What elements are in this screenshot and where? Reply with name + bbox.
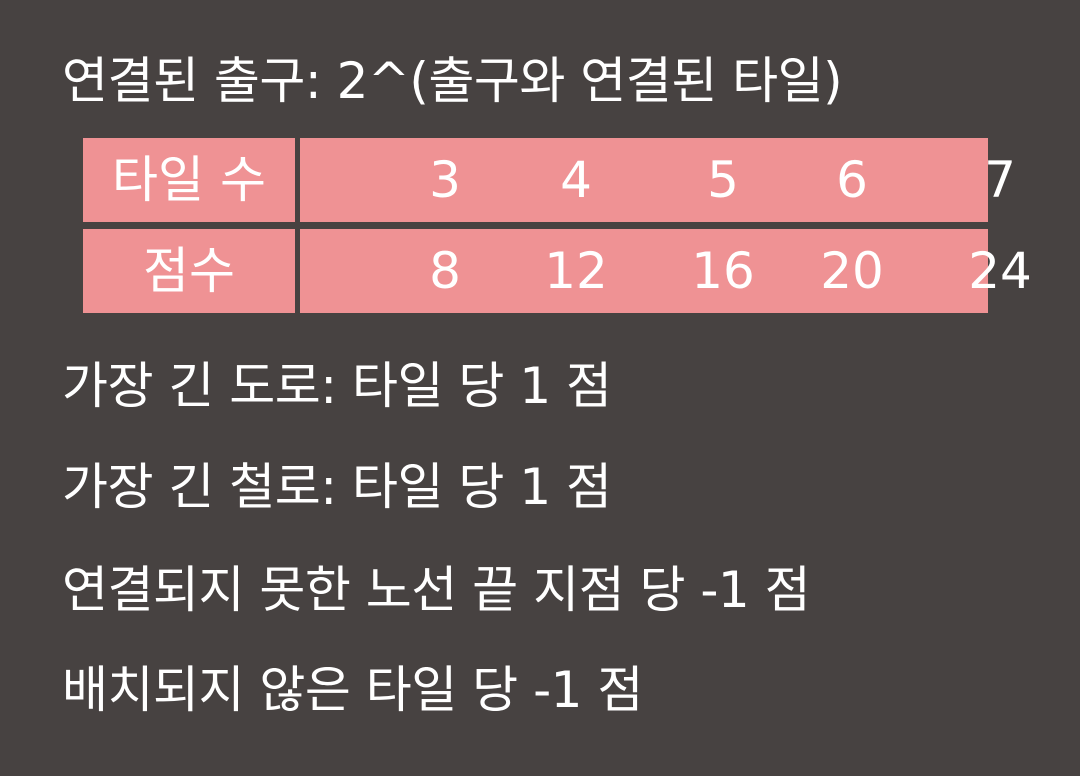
points-cell: 12 (544, 242, 608, 300)
points-label: 점수 (83, 229, 295, 313)
points-cell: 24 (968, 242, 1032, 300)
tile-count-cell: 3 (429, 151, 461, 209)
tile-count-cell: 6 (836, 151, 868, 209)
points-values: 8 12 16 20 24 (300, 229, 1032, 313)
points-cell: 20 (820, 242, 884, 300)
table-row-tile-count: 타일 수 3 4 5 6 7 (83, 138, 1016, 222)
tile-count-cell: 5 (707, 151, 739, 209)
points-cell: 8 (429, 242, 461, 300)
connected-exits-rule: 연결된 출구: 2^(출구와 연결된 타일) (62, 52, 843, 110)
tile-count-cell: 4 (560, 151, 592, 209)
longest-road-rule: 가장 긴 도로: 타일 당 1 점 (62, 357, 612, 415)
unplaced-tiles-rule: 배치되지 않은 타일 당 -1 점 (62, 661, 643, 719)
unconnected-ends-rule: 연결되지 못한 노선 끝 지점 당 -1 점 (62, 561, 811, 619)
table-row-points: 점수 8 12 16 20 24 (83, 229, 1032, 313)
tile-count-values: 3 4 5 6 7 (300, 138, 1016, 222)
longest-rail-rule: 가장 긴 철로: 타일 당 1 점 (62, 458, 612, 516)
tile-count-label: 타일 수 (83, 138, 295, 222)
points-cell: 16 (691, 242, 755, 300)
tile-count-cell: 7 (984, 151, 1016, 209)
